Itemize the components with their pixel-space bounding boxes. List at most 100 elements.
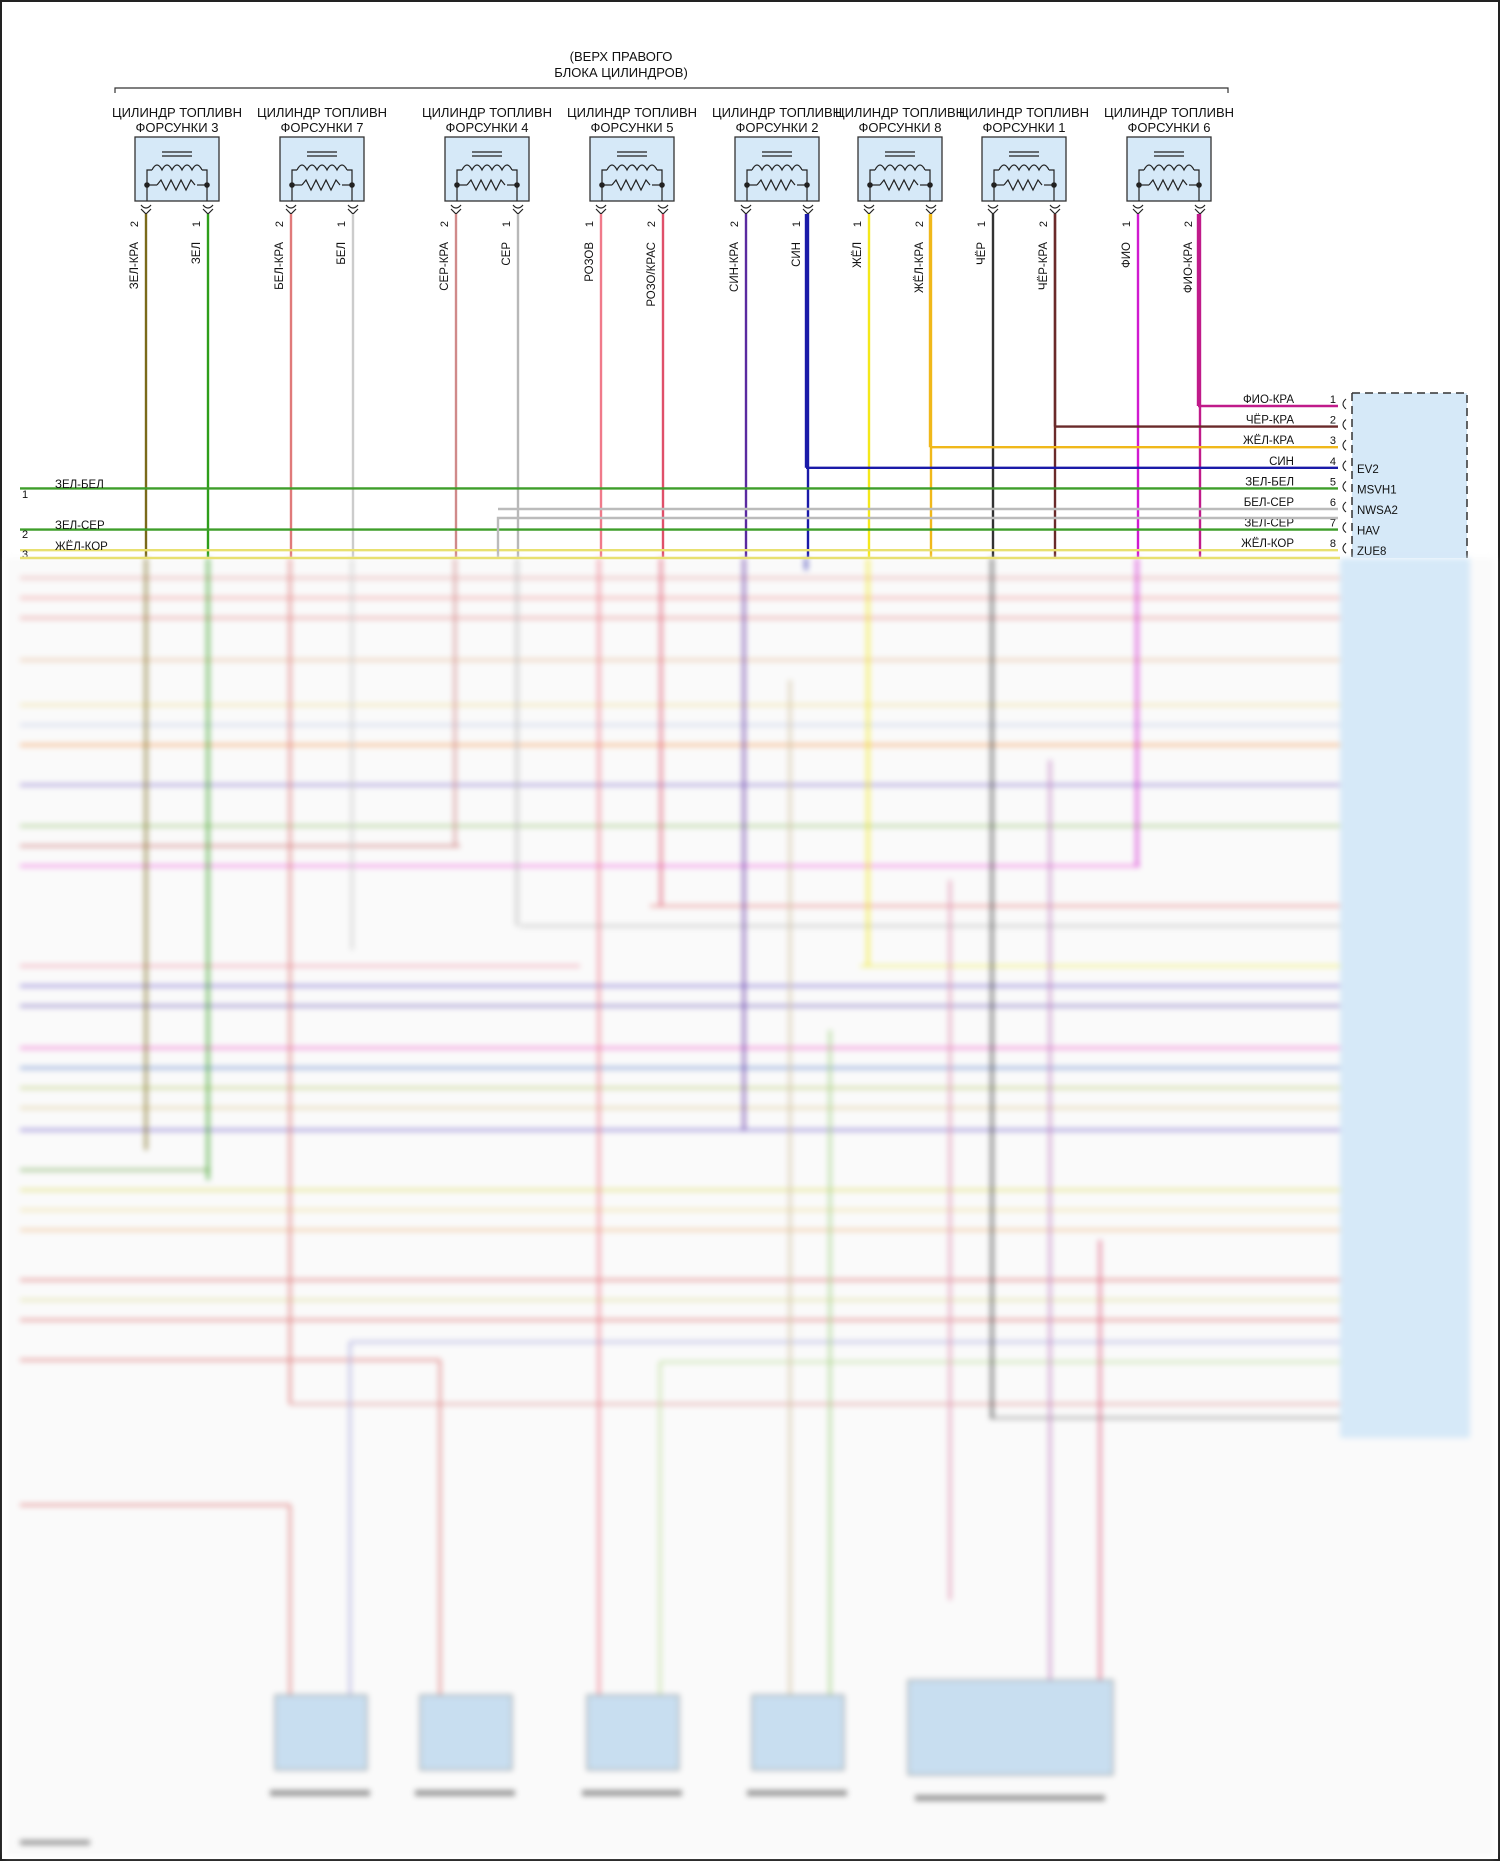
left-wire-3: 3 ЖЁЛ-КОР: [22, 541, 108, 561]
injector-body: [1126, 136, 1212, 202]
injector-right-wire-label: ЖЁЛ-КРА: [914, 242, 926, 293]
injector-body: [589, 136, 675, 202]
pin-terminal-icon: [1049, 204, 1061, 209]
ecu-pin-8: ЖЁЛ-КОР 8 ZUE8: [20, 538, 1386, 558]
injector-title-line1: ЦИЛИНДР ТОПЛИВН: [712, 105, 842, 120]
injector-title-line2: ФОРСУНКИ 8: [859, 120, 942, 135]
ecu-pin-terminal-icon: [1342, 419, 1347, 431]
left-wire-label: ЗЕЛ-БЕЛ: [55, 479, 104, 491]
injector-body: [857, 136, 943, 202]
injector-title-line1: ЦИЛИНДР ТОПЛИВН: [257, 105, 387, 120]
left-wire-number: 1: [22, 489, 28, 501]
injector-coil-icon: [991, 151, 1057, 201]
blurred-lower-region: [6, 558, 1494, 1856]
injector-title-line1: ЦИЛИНДР ТОПЛИВН: [112, 105, 242, 120]
injector-coil-icon: [454, 151, 520, 201]
ecu-pin-terminal-icon: [1342, 501, 1347, 513]
ecu-pin-wire-label: БЕЛ-СЕР: [1244, 497, 1295, 509]
injector-right-pin: 1: [791, 221, 803, 227]
injector-title-line1: ЦИЛИНДР ТОПЛИВН: [959, 105, 1089, 120]
ecu-pin-wire-label: ЧЁР-КРА: [1246, 415, 1294, 427]
left-wire-number: 3: [22, 549, 28, 561]
injector-right-pin: 2: [1038, 221, 1050, 227]
pin-terminal-icon: [450, 204, 462, 209]
injector-right-wire-label: РОЗО/КРАС: [646, 242, 658, 307]
injector-left-pin: 1: [1121, 221, 1133, 227]
injector-coil-icon: [144, 151, 210, 201]
ecu-pin-number: 7: [1330, 518, 1336, 530]
pin-terminal-icon: [202, 204, 214, 209]
injector-right-pin: 1: [191, 221, 203, 227]
ecu-pin-wire-label: ЗЕЛ-СЕР: [1244, 518, 1294, 530]
left-wire-group: 1 ЗЕЛ-БЕЛ 2 ЗЕЛ-СЕР 3 ЖЁЛ-КОР: [22, 479, 108, 561]
ecu-pin-terminal-icon: [1342, 460, 1347, 472]
injector-right-wire-label: БЕЛ: [336, 242, 348, 265]
ecu-pin-wire-label: ФИО-КРА: [1243, 394, 1294, 406]
injector-left-pin: 2: [729, 221, 741, 227]
ecu-pin-function-name: EV2: [1357, 464, 1379, 476]
injector-title-line2: ФОРСУНКИ 6: [1128, 120, 1211, 135]
left-wire-label: ЖЁЛ-КОР: [55, 541, 108, 553]
injector-body: [444, 136, 530, 202]
pin-terminal-icon: [140, 204, 152, 209]
left-wire-1: 1 ЗЕЛ-БЕЛ: [22, 479, 104, 501]
pin-terminal-icon: [740, 204, 752, 209]
ecu-pin-wire-label: СИН: [1269, 456, 1294, 468]
injector-title-line1: ЦИЛИНДР ТОПЛИВН: [567, 105, 697, 120]
ecu-pin-function-name: MSVH1: [1357, 484, 1397, 496]
injector-left-pin: 1: [852, 221, 864, 227]
pin-terminal-icon: [987, 204, 999, 209]
left-wire-2: 2 ЗЕЛ-СЕР: [22, 520, 105, 541]
pin-terminal-icon: [1132, 204, 1144, 209]
ecu-pin-3: ЖЁЛ-КРА 3: [930, 435, 1347, 451]
injector-coil-icon: [1136, 151, 1202, 201]
injector-title-line2: ФОРСУНКИ 5: [591, 120, 674, 135]
injector-left-wire-label: ЧЁР: [976, 242, 988, 265]
ecu-pin-1: ФИО-КРА 1: [1198, 394, 1347, 410]
injector-right-pin: 1: [501, 221, 513, 227]
pin-terminal-icon: [595, 204, 607, 209]
ecu-pin-number: 1: [1330, 394, 1336, 406]
pin-terminal-icon: [802, 204, 814, 209]
pin-terminal-icon: [512, 204, 524, 209]
injector-right-wire-label: ЧЁР-КРА: [1038, 242, 1050, 290]
bank-header: (ВЕРХ ПРАВОГО БЛОКА ЦИЛИНДРОВ): [114, 49, 1229, 93]
injector-left-pin: 1: [976, 221, 988, 227]
injector-coil-icon: [867, 151, 933, 201]
ecu-pin-number: 4: [1330, 456, 1336, 468]
ecu-pin-4: СИН 4 EV2: [806, 456, 1379, 476]
pin-terminal-icon: [1194, 204, 1206, 209]
injector-body: [279, 136, 365, 202]
injector-title-line1: ЦИЛИНДР ТОПЛИВН: [422, 105, 552, 120]
injector-left-wire-label: РОЗОВ: [584, 242, 596, 282]
pin-terminal-icon: [347, 204, 359, 209]
injector-title-line1: ЦИЛИНДР ТОПЛИВН: [835, 105, 965, 120]
ecu-pin-wire-label: ЖЁЛ-КРА: [1243, 435, 1294, 447]
bank-header-line1: (ВЕРХ ПРАВОГО: [570, 49, 673, 64]
injector-body: [734, 136, 820, 202]
injector-right-pin: 2: [646, 221, 658, 227]
injector-right-wire-label: СИН: [791, 242, 803, 267]
ecu-pin-function-name: ZUE8: [1357, 546, 1386, 558]
injector-title-line1: ЦИЛИНДР ТОПЛИВН: [1104, 105, 1234, 120]
pin-terminal-icon: [285, 204, 297, 209]
ecu-pin-5: ЗЕЛ-БЕЛ 5 MSVH1: [20, 476, 1397, 496]
ecu-pin-wire-label: ЗЕЛ-БЕЛ: [1245, 476, 1294, 488]
left-wire-label: ЗЕЛ-СЕР: [55, 520, 105, 532]
injector-coil-icon: [744, 151, 810, 201]
ecu-pin-2: ЧЁР-КРА 2: [1055, 415, 1347, 431]
injector-body: [981, 136, 1067, 202]
ecu-pin-number: 8: [1330, 538, 1336, 550]
injector-right-pin: 1: [336, 221, 348, 227]
injector-right-wire-label: ФИО-КРА: [1183, 242, 1195, 293]
injector-left-wire-label: СЕР-КРА: [439, 242, 451, 291]
ecu-pin-6: БЕЛ-СЕР 6 NWSA2: [498, 497, 1398, 517]
ecu-wire-group: ФИО-КРА 1 ЧЁР-КРА 2 ЖЁЛ-КРА 3 СИН 4 EV2 ЗЕЛ-БЕЛ 5 M…: [20, 214, 1398, 558]
ecu-pin-number: 2: [1330, 415, 1336, 427]
